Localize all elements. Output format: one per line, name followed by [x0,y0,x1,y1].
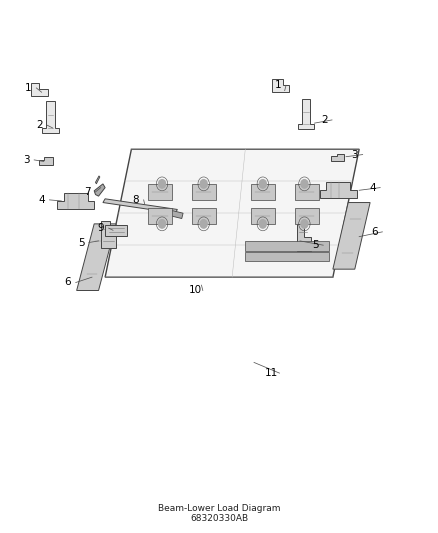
Text: 10: 10 [188,286,201,295]
Text: 8: 8 [132,195,139,205]
Circle shape [301,180,308,188]
Polygon shape [95,176,100,184]
Text: 1: 1 [25,83,32,93]
Polygon shape [331,154,344,161]
Circle shape [259,220,266,228]
Polygon shape [101,221,116,248]
Polygon shape [297,224,311,251]
Polygon shape [103,199,177,213]
Polygon shape [320,182,357,198]
Text: 2: 2 [36,120,43,130]
Circle shape [200,180,207,188]
Polygon shape [192,208,216,224]
Text: 9: 9 [97,223,104,233]
Text: 7: 7 [84,187,91,197]
Text: 5: 5 [78,238,85,247]
Polygon shape [294,184,318,200]
Polygon shape [171,211,183,219]
Text: 6: 6 [64,278,71,287]
Polygon shape [31,83,48,96]
Polygon shape [294,208,318,224]
Circle shape [159,180,166,188]
Polygon shape [192,184,216,200]
Polygon shape [333,203,370,269]
Polygon shape [105,149,359,277]
Text: 4: 4 [38,195,45,205]
Circle shape [301,220,308,228]
Polygon shape [148,184,172,200]
Text: 3: 3 [351,150,358,159]
Polygon shape [39,157,53,165]
Text: 3: 3 [23,155,30,165]
Polygon shape [77,224,116,290]
Polygon shape [298,99,314,129]
Polygon shape [272,79,289,92]
Circle shape [159,220,166,228]
Polygon shape [245,241,328,251]
Polygon shape [245,252,328,261]
Text: 5: 5 [312,240,319,250]
Text: 11: 11 [265,368,278,378]
Polygon shape [94,184,105,196]
Text: 6: 6 [371,227,378,237]
Text: 1: 1 [275,80,282,90]
Polygon shape [148,208,172,224]
Circle shape [259,180,266,188]
Polygon shape [57,193,94,209]
Circle shape [200,220,207,228]
Text: Beam-Lower Load Diagram
68320330AB: Beam-Lower Load Diagram 68320330AB [158,504,280,523]
Polygon shape [251,208,275,224]
Polygon shape [42,101,59,133]
Polygon shape [105,225,127,236]
Text: 4: 4 [369,183,376,192]
Text: 2: 2 [321,115,328,125]
Polygon shape [251,184,275,200]
